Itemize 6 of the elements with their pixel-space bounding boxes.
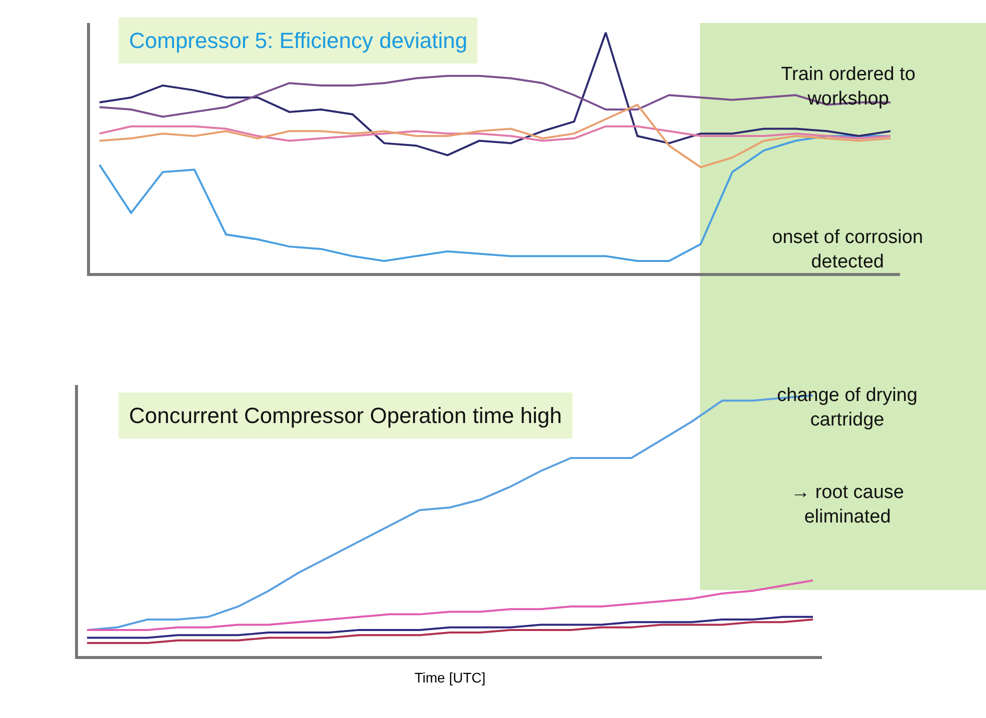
annotation: change of drying cartridge — [777, 385, 918, 431]
annotation: onset of corrosion detected — [772, 227, 924, 273]
x-axis-title: Time [UTC] — [414, 669, 486, 686]
annotation: → root cause eliminated — [791, 482, 904, 528]
chart-title: Compressor 5: Efficiency deviating — [129, 28, 468, 53]
chart-title: Concurrent Compressor Operation time high — [129, 403, 562, 428]
